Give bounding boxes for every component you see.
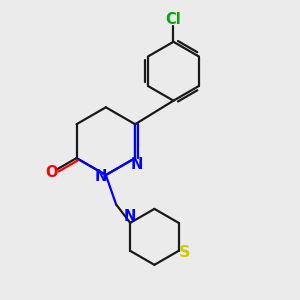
Text: S: S [179,245,191,260]
Text: N: N [94,169,107,184]
Text: Cl: Cl [166,12,181,27]
Text: N: N [123,209,136,224]
Text: N: N [130,157,143,172]
Text: O: O [46,165,58,180]
